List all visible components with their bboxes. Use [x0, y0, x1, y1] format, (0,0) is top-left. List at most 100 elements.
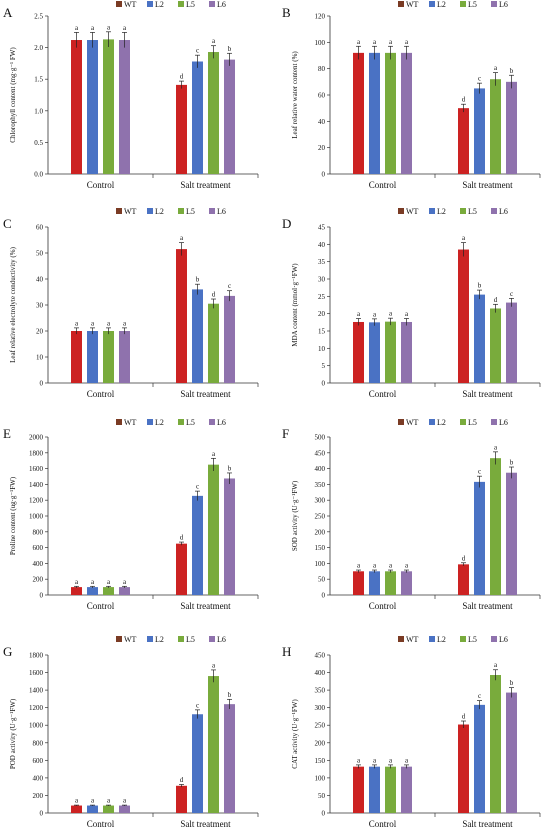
legend-swatch-wt	[116, 419, 122, 425]
bar-l2-control	[369, 322, 380, 383]
legend-swatch-l6	[491, 208, 497, 214]
significance-letter: a	[91, 319, 95, 327]
bar-l5-control	[103, 331, 114, 383]
legend-swatch-l2	[147, 208, 153, 214]
y-tick-label: 25	[318, 293, 326, 301]
bar-wt-salt	[176, 785, 187, 813]
y-tick-label: 30	[318, 276, 326, 284]
bar-l6-salt	[224, 704, 235, 813]
significance-letter: a	[180, 234, 184, 242]
y-tick-label: 2.5	[34, 13, 43, 21]
category-label: Salt treatment	[180, 819, 231, 829]
y-axis-label: Leaf relative water content (%)	[291, 51, 299, 139]
significance-letter: a	[107, 319, 111, 327]
category-label: Control	[87, 180, 115, 190]
category-label: Salt treatment	[180, 389, 231, 399]
legend-swatch-l6	[209, 636, 215, 642]
legend-swatch-l2	[429, 208, 435, 214]
y-tick-label: 600	[33, 757, 44, 765]
significance-letter: c	[196, 483, 199, 491]
category-label: Control	[369, 389, 397, 399]
bar-l5-salt	[490, 675, 501, 813]
panel-b: B 0 20 40 60 80 100 120 Leaf relative water cont…	[282, 0, 541, 190]
significance-letter: a	[389, 562, 393, 570]
category-label: Salt treatment	[462, 180, 513, 190]
panel-g: G 0 200 400 600 800 1000 1200 1400 1600 1800 POD ac…	[3, 635, 259, 829]
panel-letter: F	[282, 426, 289, 441]
legend-label-l5: L5	[468, 418, 477, 427]
bar-l2-control	[369, 571, 380, 595]
y-axis-label: Leaf relative electrolyte conductivity (…	[9, 246, 17, 363]
bar-l6-control	[401, 52, 412, 174]
significance-letter: a	[91, 578, 95, 586]
y-tick-label: 50	[36, 250, 44, 258]
y-tick-label: 1800	[29, 449, 44, 457]
legend-swatch-l6	[491, 636, 497, 642]
bar-l5-salt	[490, 79, 501, 174]
significance-letter: a	[75, 578, 79, 586]
significance-letter: d	[462, 713, 466, 721]
significance-letter: a	[107, 578, 111, 586]
bar-l2-salt	[192, 495, 203, 595]
significance-letter: b	[510, 679, 514, 687]
bar-l6-control	[119, 331, 130, 383]
significance-letter: b	[196, 276, 200, 284]
y-tick-label: 400	[315, 669, 326, 677]
y-tick-label: 100	[315, 774, 326, 782]
legend: WT L2 L5 L6	[116, 418, 226, 427]
panel-letter: H	[282, 644, 291, 659]
bar-wt-control	[353, 766, 364, 813]
significance-letter: a	[357, 310, 361, 318]
significance-letter: a	[212, 37, 216, 45]
legend-label-l5: L5	[186, 0, 195, 9]
legend: WT L2 L5 L6	[116, 635, 226, 644]
y-tick-label: 300	[315, 704, 326, 712]
y-tick-label: 0	[322, 810, 326, 818]
bar-l5-control	[385, 52, 396, 174]
bar-wt-salt	[458, 724, 469, 813]
category-label: Salt treatment	[462, 601, 513, 611]
significance-letter: a	[212, 661, 216, 669]
bar-l2-salt	[192, 61, 203, 175]
y-tick-label: 800	[33, 739, 44, 747]
legend-label-l6: L6	[499, 418, 508, 427]
bar-l6-salt	[224, 59, 235, 174]
legend-label-l2: L2	[437, 207, 446, 216]
legend-label-l5: L5	[186, 418, 195, 427]
legend-swatch-wt	[116, 1, 122, 7]
legend-label-wt: WT	[124, 0, 137, 9]
y-tick-label: 1600	[29, 465, 44, 473]
significance-letter: a	[91, 797, 95, 805]
legend-swatch-l6	[491, 1, 497, 7]
bar-l5-salt	[208, 676, 219, 813]
legend-label-l6: L6	[217, 207, 226, 216]
legend-label-wt: WT	[406, 207, 419, 216]
legend-label-l5: L5	[186, 207, 195, 216]
y-tick-label: 0.0	[34, 171, 43, 179]
y-axis-label: POD activity (U·g⁻¹FW)	[9, 698, 17, 769]
y-tick-label: 1.5	[34, 76, 43, 84]
y-tick-label: 500	[315, 434, 326, 442]
significance-letter: a	[357, 562, 361, 570]
significance-letter: a	[405, 756, 409, 764]
category-label: Control	[87, 819, 115, 829]
bar-l2-control	[87, 40, 98, 175]
legend-swatch-l5	[460, 1, 466, 7]
significance-letter: a	[123, 797, 127, 805]
significance-letter: c	[196, 47, 199, 55]
bar-l2-control	[87, 331, 98, 383]
y-tick-label: 0	[322, 592, 326, 600]
significance-letter: c	[478, 692, 481, 700]
bar-wt-control	[353, 571, 364, 595]
category-label: Control	[369, 601, 397, 611]
category-label: Control	[87, 601, 115, 611]
y-tick-label: 50	[318, 792, 326, 800]
y-tick-label: 1000	[29, 722, 44, 730]
legend-swatch-wt	[398, 419, 404, 425]
y-tick-label: 0	[40, 810, 44, 818]
significance-letter: a	[123, 319, 127, 327]
bar-wt-control	[71, 805, 82, 813]
bar-wt-salt	[176, 543, 187, 595]
significance-letter: a	[123, 24, 127, 32]
y-tick-label: 10	[318, 345, 326, 353]
